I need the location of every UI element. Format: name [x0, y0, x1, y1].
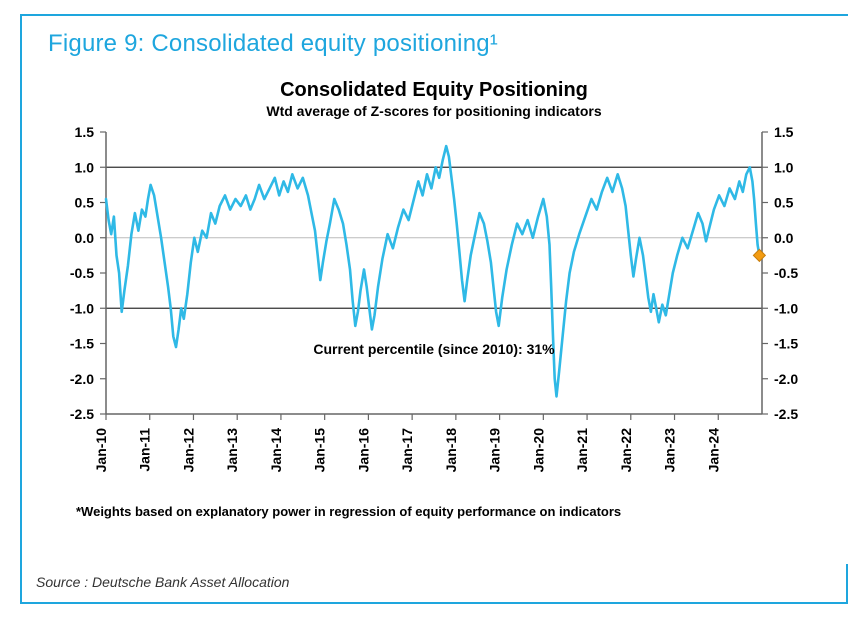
figure-frame-right [846, 564, 848, 604]
x-tick: Jan-24 [705, 428, 721, 473]
y-tick-right: -2.5 [774, 406, 798, 422]
x-tick: Jan-23 [662, 428, 678, 473]
y-tick-left: -2.0 [70, 371, 94, 387]
y-tick-left: -2.5 [70, 406, 94, 422]
x-tick: Jan-19 [487, 428, 503, 473]
x-tick: Jan-15 [312, 428, 328, 473]
figure-frame-bottom [20, 602, 848, 604]
page: Figure 9: Consolidated equity positionin… [0, 0, 868, 644]
y-tick-right: -0.5 [774, 265, 798, 281]
y-tick-left: -0.5 [70, 265, 94, 281]
figure-title: Figure 9: Consolidated equity positionin… [48, 30, 498, 58]
y-tick-left: -1.5 [70, 336, 94, 352]
source-text: Source : Deutsche Bank Asset Allocation [36, 574, 289, 590]
y-tick-right: 1.0 [774, 159, 794, 175]
y-tick-left: 1.5 [75, 124, 95, 140]
y-tick-right: -2.0 [774, 371, 798, 387]
chart-annotation: Current percentile (since 2010): 31% [313, 341, 555, 357]
y-tick-left: 0.0 [75, 230, 95, 246]
equity-positioning-chart: -2.5 -2.5 -2.0 -2.0 -1.5 -1.5 -1.0 -1.0 -0.5 -0.5… [36, 76, 832, 524]
chart-footnote: *Weights based on explanatory power in r… [76, 504, 621, 519]
y-tick-right: 0.5 [774, 195, 794, 211]
x-tick: Jan-12 [180, 428, 196, 473]
x-tick: Jan-10 [93, 428, 109, 473]
x-tick: Jan-18 [443, 428, 459, 473]
chart-title: Consolidated Equity Positioning [280, 79, 588, 101]
y-tick-right: -1.0 [774, 300, 798, 316]
y-tick-left: 0.5 [75, 195, 95, 211]
y-tick-left: 1.0 [75, 159, 95, 175]
y-tick-right: 0.0 [774, 230, 794, 246]
y-tick-right: 1.5 [774, 124, 794, 140]
x-tick: Jan-22 [618, 428, 634, 473]
y-tick-left: -1.0 [70, 300, 94, 316]
x-tick: Jan-11 [137, 428, 153, 472]
y-tick-right: -1.5 [774, 336, 798, 352]
x-tick: Jan-21 [574, 428, 590, 473]
x-tick: Jan-14 [268, 428, 284, 473]
chart-container: -2.5 -2.5 -2.0 -2.0 -1.5 -1.5 -1.0 -1.0 -0.5 -0.5… [36, 76, 832, 524]
x-tick: Jan-20 [530, 428, 546, 473]
chart-subtitle: Wtd average of Z-scores for positioning … [266, 103, 601, 119]
x-tick: Jan-17 [399, 428, 415, 473]
x-tick: Jan-13 [224, 428, 240, 473]
x-tick: Jan-16 [355, 428, 371, 473]
